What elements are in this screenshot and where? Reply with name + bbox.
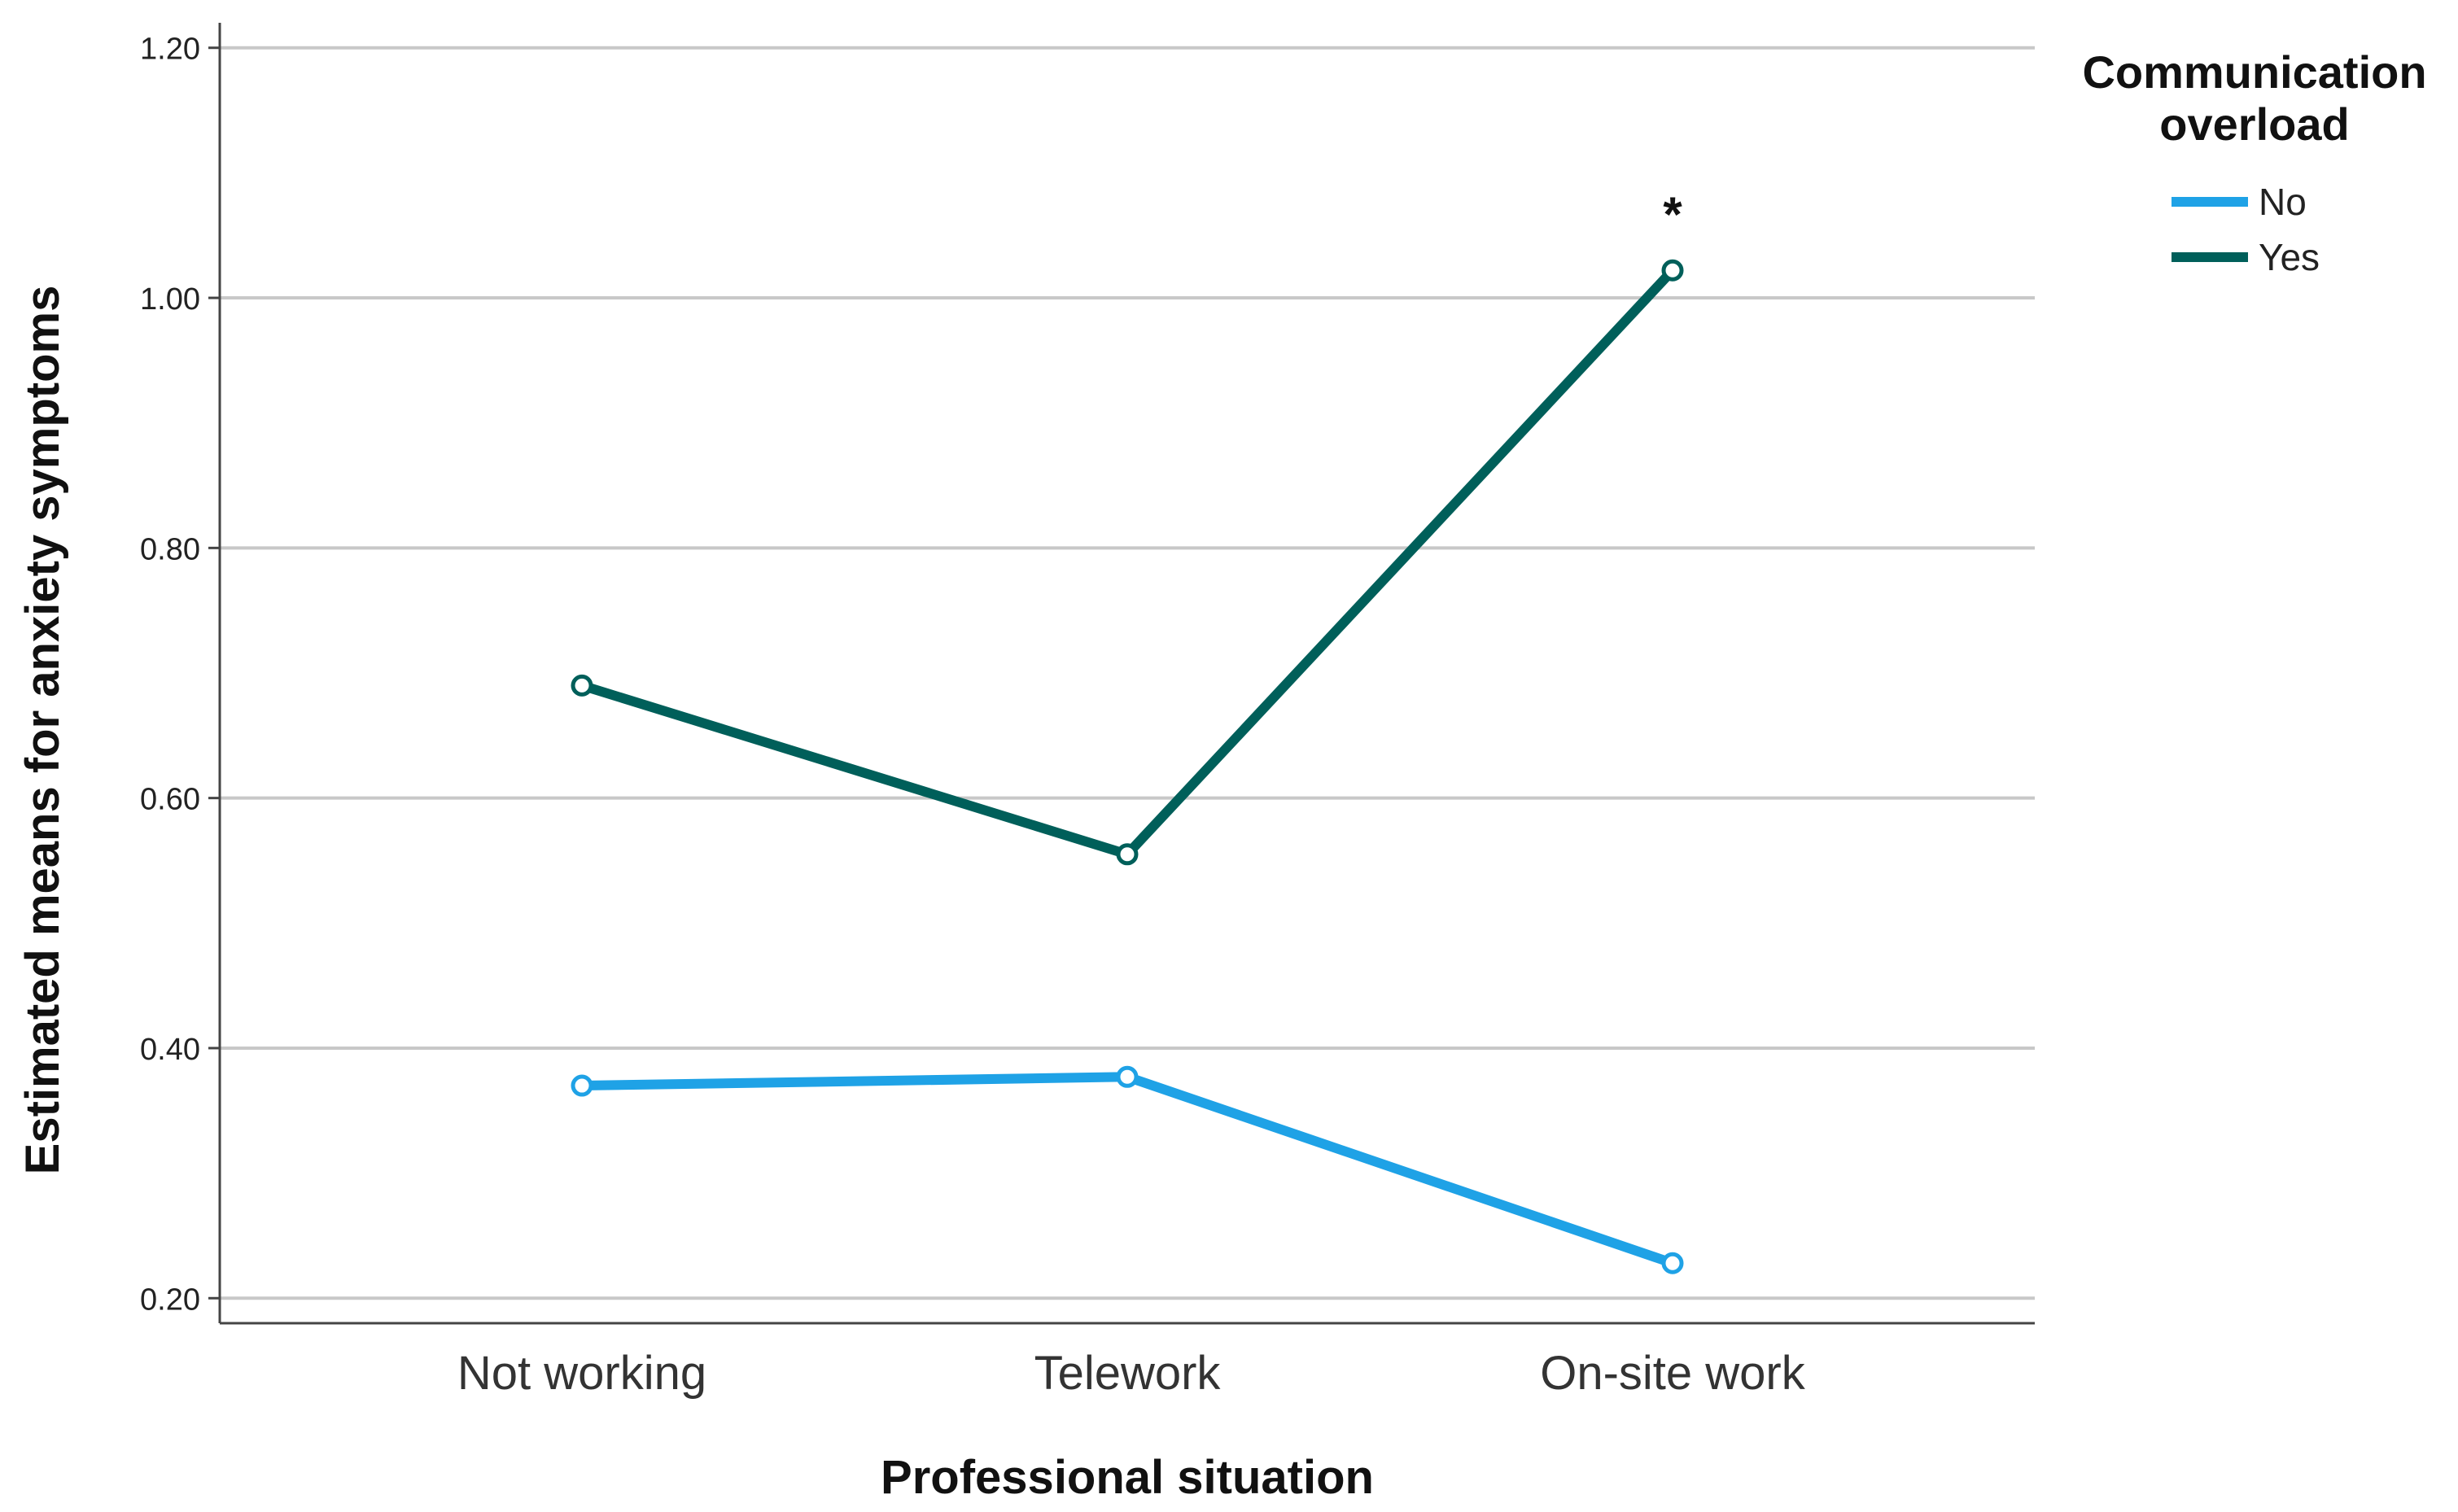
series (571, 259, 1684, 1274)
y-tick-label: 1.00 (140, 282, 200, 317)
annotations: * (1663, 187, 1682, 242)
x-tick-label: Telework (1034, 1347, 1222, 1400)
y-tick-label: 1.20 (140, 33, 200, 67)
legend: Communication overload No Yes (2082, 46, 2426, 278)
y-tick-label: 0.40 (140, 1033, 200, 1067)
y-tick-label: 0.80 (140, 532, 200, 566)
series-line (577, 265, 1677, 859)
data-point (1661, 1252, 1684, 1274)
legend-title-line1: Communication (2082, 46, 2426, 98)
x-tick-labels: Not working Telework On-site work (457, 1347, 1806, 1400)
y-tick-label: 0.20 (140, 1283, 200, 1317)
legend-label: No (2259, 181, 2307, 223)
series-line (577, 1072, 1677, 1269)
x-axis-title: Professional situation (881, 1451, 1374, 1504)
legend-items: No Yes (2172, 181, 2320, 278)
series-yes (571, 259, 1684, 866)
data-point (1116, 843, 1139, 866)
legend-label: Yes (2259, 236, 2320, 278)
legend-title-line2: overload (2159, 98, 2349, 150)
significance-annotation: * (1663, 187, 1682, 242)
data-point (571, 1074, 593, 1097)
y-axis-title: Estimated means for anxiety symptoms (16, 286, 69, 1175)
x-tick-label: On-site work (1540, 1347, 1806, 1400)
data-point (571, 674, 593, 697)
data-point (1116, 1065, 1139, 1088)
y-tick-labels: 0.20 0.40 0.60 0.80 1.00 1.20 (140, 33, 200, 1318)
gridlines (208, 46, 2035, 1300)
series-no (571, 1065, 1684, 1274)
axes (218, 23, 2035, 1325)
x-tick-label: Not working (457, 1347, 706, 1400)
y-tick-label: 0.60 (140, 783, 200, 817)
data-point (1661, 259, 1684, 282)
